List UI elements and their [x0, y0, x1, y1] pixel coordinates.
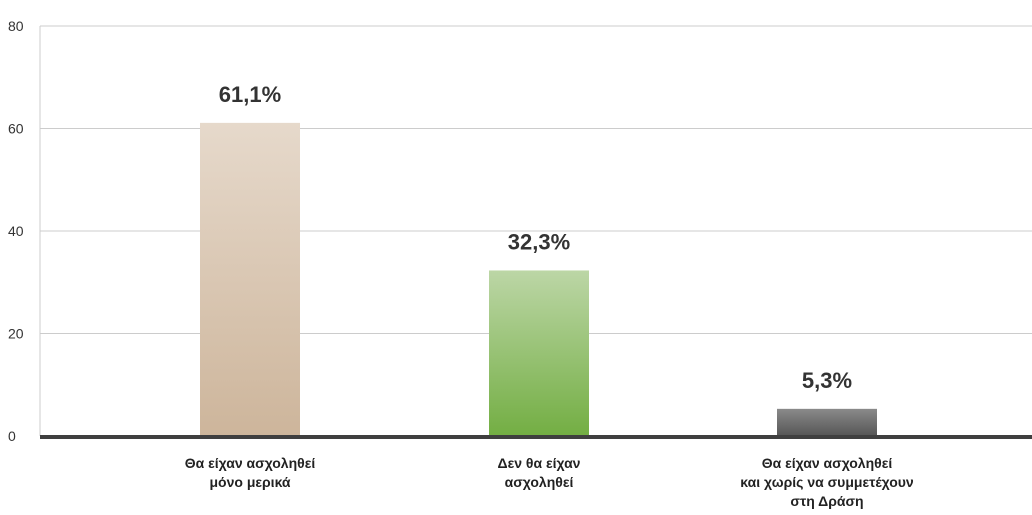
bar-1 [489, 270, 589, 436]
y-axis-tick-labels: 0 20 40 60 80 [8, 18, 24, 444]
y-tick-label-0: 0 [8, 428, 16, 444]
y-tick-label-40: 40 [8, 223, 24, 239]
data-label-2: 5,3% [802, 368, 852, 393]
category-label-0-line-0: Θα είχαν ασχοληθεί [185, 455, 316, 471]
category-label-2-line-2: στη Δράση [790, 493, 863, 509]
x-axis-category-labels: Θα είχαν ασχοληθεί μόνο μερικά Δεν θα είχα… [185, 455, 914, 509]
y-tick-label-60: 60 [8, 121, 24, 137]
bars [200, 122, 877, 437]
category-label-0-line-1: μόνο μερικά [209, 474, 290, 490]
data-label-0: 61,1% [219, 82, 281, 107]
category-label-2-line-1: και χωρίς να συμμετέχουν [740, 474, 914, 490]
x-axis-line [40, 435, 1032, 439]
category-label-2-line-0: Θα είχαν ασχοληθεί [762, 455, 893, 471]
category-label-1-line-1: ασχοληθεί [505, 474, 574, 490]
data-label-1: 32,3% [508, 229, 570, 254]
y-tick-label-80: 80 [8, 18, 24, 34]
bar-0 [200, 122, 300, 437]
data-labels: 61,1% 32,3% 5,3% [219, 82, 852, 393]
bar-2 [777, 408, 877, 436]
x-axis [40, 435, 1032, 439]
category-label-1-line-0: Δεν θα είχαν [498, 455, 581, 471]
y-tick-label-20: 20 [8, 326, 24, 342]
